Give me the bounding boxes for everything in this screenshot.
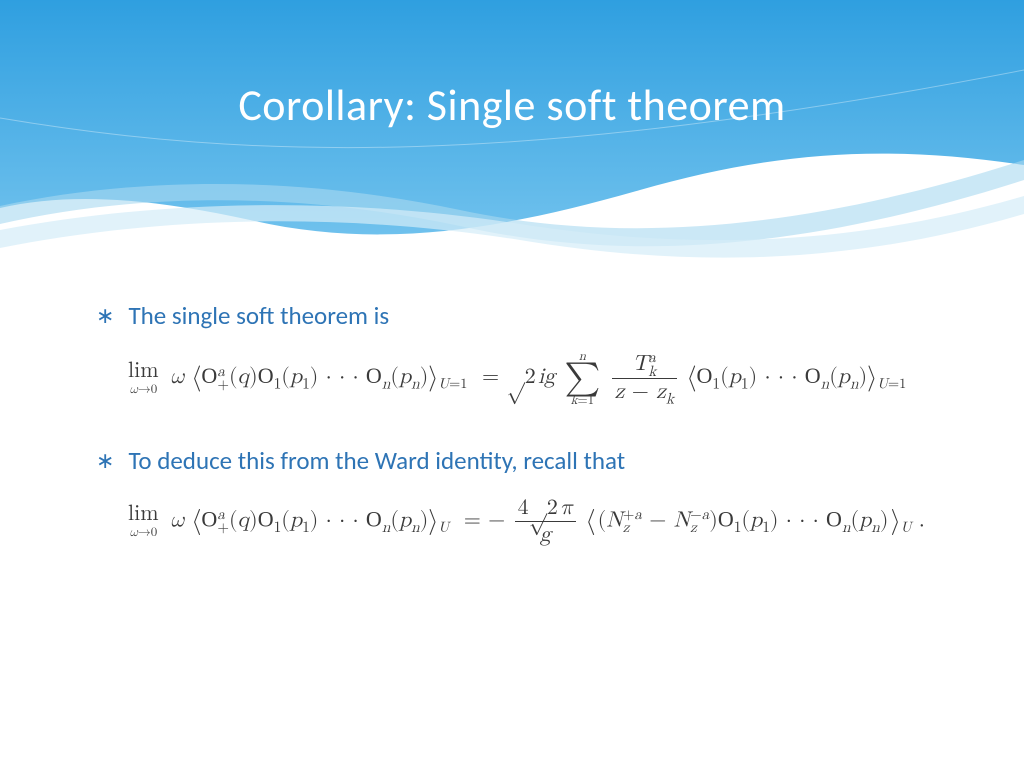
slide: Corollary: Single soft theorem ∗ The sin… (0, 0, 1024, 768)
slide-body: ∗ The single soft theorem is limω→0 ω ⟨O… (96, 300, 964, 586)
formula-2: limω→0 ω ⟨Oa+(q)O1(p1) · · · On(pn)⟩U = … (128, 495, 964, 549)
bullet-item: ∗ To deduce this from the Ward identity,… (96, 445, 964, 477)
formula-1: limω→0 ω ⟨Oa+(q)O1(p1) · · · On(pn)⟩U=1 … (128, 350, 964, 407)
bullet-text: To deduce this from the Ward identity, r… (128, 445, 625, 477)
slide-title: Corollary: Single soft theorem (0, 78, 1024, 132)
bullet-marker-icon: ∗ (96, 300, 114, 332)
bullet-text: The single soft theorem is (128, 300, 389, 332)
wave-background (0, 0, 1024, 280)
bullet-marker-icon: ∗ (96, 445, 114, 477)
bullet-item: ∗ The single soft theorem is (96, 300, 964, 332)
slide-header: Corollary: Single soft theorem (0, 0, 1024, 250)
